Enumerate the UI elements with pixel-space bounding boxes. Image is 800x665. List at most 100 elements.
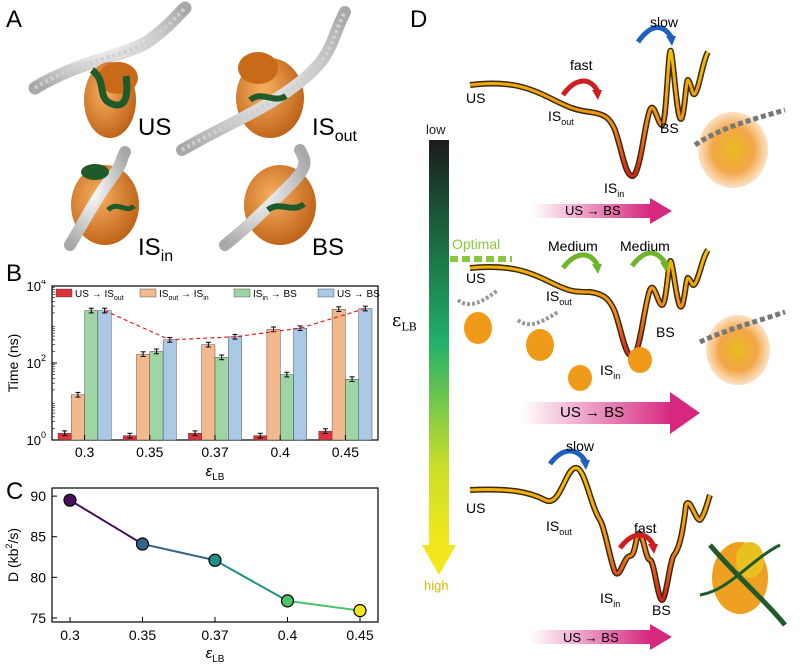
chart-c-line-segment [287, 599, 361, 612]
structure-us [28, 1, 192, 138]
chart-b-legend-label: US → BS [337, 289, 380, 300]
row2-us: US [466, 270, 486, 286]
chart-c-xtick-label: 0.45 [346, 627, 373, 643]
panel-d-letter: D [410, 6, 428, 33]
chart-b-bar [97, 310, 112, 441]
row1-barrier2: slow [650, 14, 679, 30]
chart-b-legend-label: ISout → ISin [159, 289, 209, 302]
chart-c-point [280, 594, 295, 608]
landscape-row-2 [456, 248, 786, 391]
chart-c-line-segment [69, 499, 144, 545]
chart-b-ytick-label: 100 [27, 430, 46, 448]
panel-b-letter: B [6, 260, 23, 287]
landscape-row-3 [469, 448, 787, 627]
row3-bs: BS [652, 602, 671, 618]
chart-b-legend-label: US → ISout [75, 289, 124, 302]
chart-c-point [135, 537, 150, 551]
row2-isin: ISin [600, 362, 621, 381]
chart-b-xtick-label: 0.37 [201, 444, 228, 460]
panel-a-structures [28, 1, 351, 251]
eps-symbol: εLB [392, 310, 417, 334]
chart-b-xtick-label: 0.45 [332, 444, 359, 460]
row2-barrier1: Medium [548, 238, 598, 254]
eps-high-label: high [424, 578, 449, 593]
chart-c-xtick-label: 0.4 [278, 627, 298, 643]
landscape-row-1 [469, 25, 786, 188]
chart-b-bar [162, 339, 177, 441]
chart-b-bar [149, 351, 164, 441]
row1-isin: ISin [604, 180, 625, 199]
row3-barrier1: slow [566, 438, 595, 454]
chart-c-xtick-label: 0.3 [60, 627, 80, 643]
chart-b-ytick-label: 104 [27, 280, 46, 294]
chart-b-bar [358, 308, 373, 441]
chart-b-bar [345, 378, 359, 441]
label-isout: ISout [312, 114, 357, 145]
chart-b-bar [293, 328, 308, 441]
label-bs: BS [312, 234, 345, 261]
chart-b-bar [71, 394, 85, 441]
chart-b-trend-line [104, 307, 366, 341]
row3-isin: ISin [600, 590, 621, 609]
structure-isin [64, 146, 139, 251]
chart-b-legend-swatch [55, 288, 73, 298]
row1-flow-label: US → BS [565, 203, 621, 218]
row1-barrier1: fast [570, 57, 593, 73]
row2-isout: ISout [546, 288, 572, 307]
chart-b: 100 102 104 0.3 0.35 0.37 0.4 0.45 US → ISout ISo… [5, 280, 380, 480]
label-us: US [138, 114, 172, 141]
chart-c-xtick-label: 0.37 [201, 627, 228, 643]
chart-c-line-segment [142, 543, 216, 562]
chart-c-ytick-label: 85 [30, 529, 46, 545]
label-isin: ISin [138, 234, 174, 265]
structure-isout [176, 6, 351, 156]
row3-isout: ISout [546, 518, 572, 537]
chart-c-xtick-label: 0.35 [129, 627, 156, 643]
flow-arrow-3 [530, 624, 672, 650]
chart-c-xlabel: εLB [206, 645, 225, 665]
row3-barrier2: fast [634, 520, 657, 536]
chart-b-bar [201, 344, 216, 441]
chart-b-bar [331, 308, 346, 441]
chart-b-bar [266, 329, 281, 441]
chart-b-xtick-label: 0.3 [75, 444, 95, 460]
eps-low-label: low [426, 122, 446, 137]
chart-c-ytick-label: 75 [30, 610, 46, 626]
chart-b-ylabel: Time (ns) [5, 334, 21, 393]
chart-b-xtick-label: 0.4 [270, 444, 290, 460]
row1-isout: ISout [548, 108, 574, 127]
chart-c-ylabel: D (kb2/s) [4, 528, 21, 582]
row1-bs: BS [660, 120, 679, 136]
chart-c-ytick-label: 90 [30, 488, 46, 504]
chart-b-bar [228, 336, 242, 441]
row2-barrier2: Medium [620, 238, 670, 254]
chart-b-bar [214, 357, 229, 441]
chart-b-bar [84, 310, 99, 441]
chart-b-ytick-label: 102 [27, 353, 46, 371]
panel-d [422, 25, 787, 650]
row1-us: US [466, 90, 486, 106]
flow-arrow-2 [522, 392, 700, 434]
chart-b-bar [136, 353, 151, 441]
chart-b-legend-swatch [139, 288, 157, 298]
panel-a-letter: A [6, 6, 23, 33]
chart-b-legend-swatch [233, 288, 251, 298]
chart-c-line-segment [214, 559, 288, 602]
chart-b-xlabel: εLB [206, 463, 225, 480]
panel-c-letter: C [6, 478, 24, 505]
structure-bs [219, 144, 316, 251]
optimal-label: Optimal [452, 236, 501, 252]
chart-b-legend-swatch [317, 288, 335, 298]
row3-us: US [466, 500, 486, 516]
chart-b-bar [280, 374, 294, 441]
flow-arrow-1 [532, 198, 672, 224]
chart-c-ytick-label: 80 [30, 569, 46, 585]
row3-flow-label: US → BS [563, 630, 619, 645]
chart-c-point [208, 553, 222, 567]
chart-c-point [353, 604, 367, 618]
row2-flow-label: US → BS [560, 404, 625, 421]
chart-c: 75 80 85 90 0.3 0.35 0.37 0.4 0.45 D (kb2/s) εLB [4, 487, 379, 665]
chart-c-point [63, 493, 77, 507]
epsilon-arrow [422, 140, 456, 575]
chart-b-xtick-label: 0.35 [136, 444, 163, 460]
